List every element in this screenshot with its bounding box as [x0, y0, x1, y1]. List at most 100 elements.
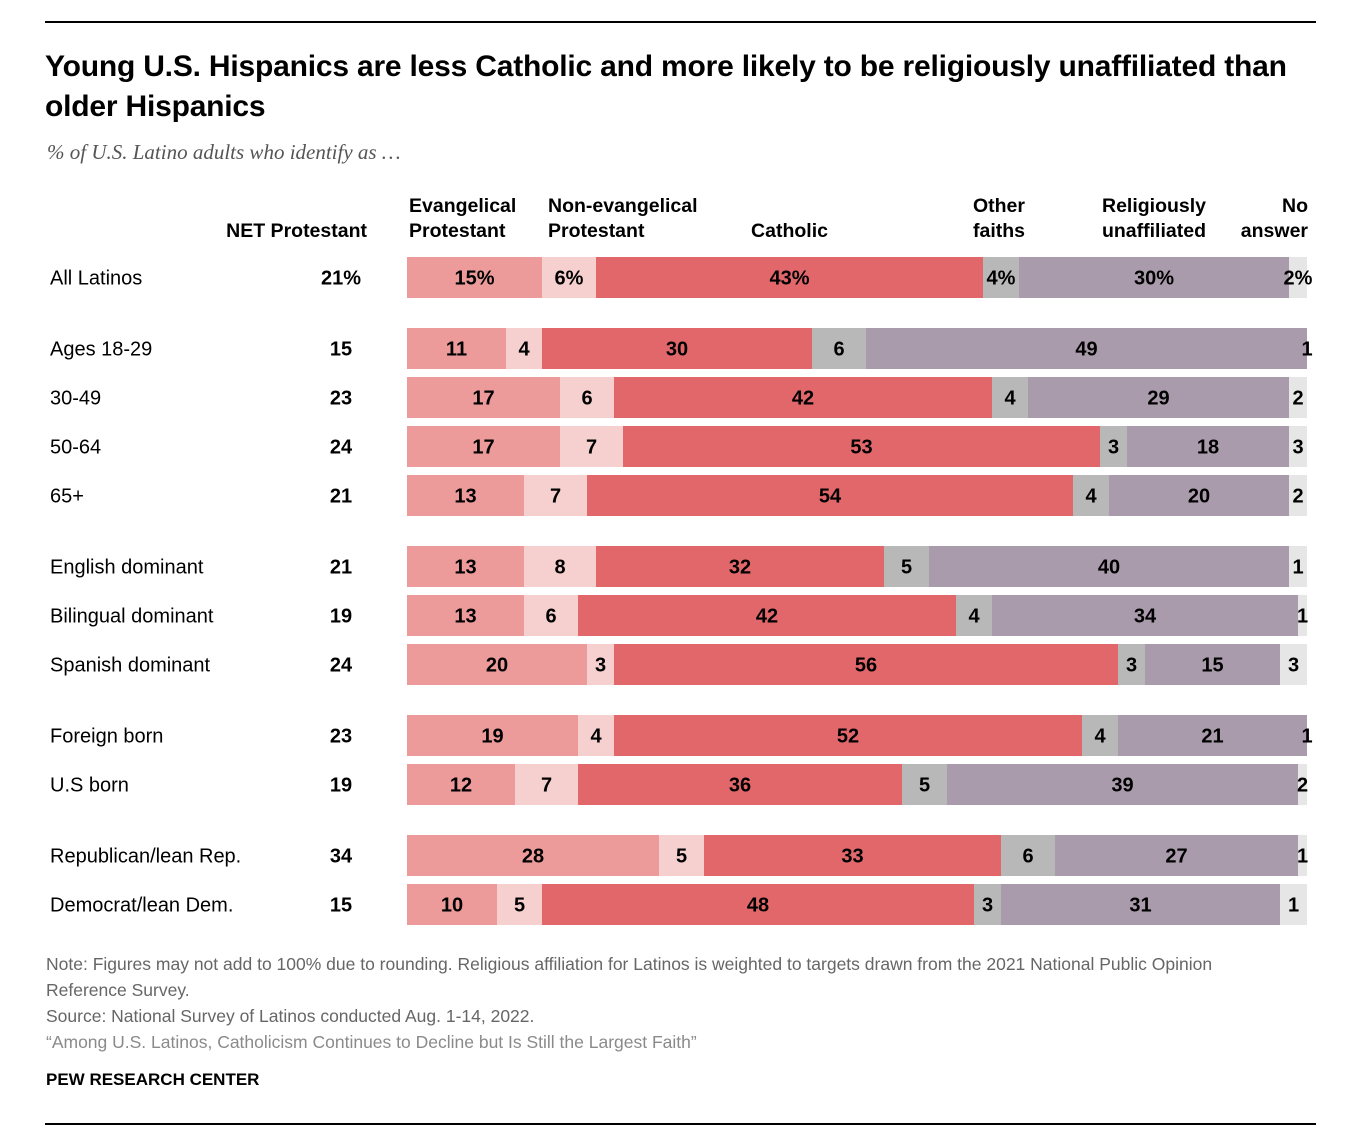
bar-segment — [1001, 884, 1280, 925]
bar-segment — [1298, 595, 1307, 636]
legend-label-other-faiths: faiths — [973, 220, 1025, 242]
brand-logo-text: PEW RESEARCH CENTER — [46, 1070, 260, 1089]
report-title: “Among U.S. Latinos, Catholicism Continu… — [46, 1032, 697, 1052]
legend-label-no-answer: No — [1282, 195, 1308, 217]
data-label: 2 — [1292, 486, 1303, 508]
bar-segment — [992, 377, 1028, 418]
bar-segment — [1298, 835, 1307, 876]
data-label: 15% — [454, 268, 494, 290]
data-label: 43% — [769, 268, 809, 290]
bar-segment — [659, 835, 704, 876]
bar-segment — [407, 475, 524, 516]
data-label: 1 — [1301, 339, 1312, 361]
bar-segment — [1100, 426, 1127, 467]
bar-segment — [407, 257, 542, 298]
data-label: 6% — [555, 268, 584, 290]
data-label: 1 — [1301, 726, 1312, 748]
data-label: 17 — [472, 437, 494, 459]
data-label: 34 — [1134, 606, 1157, 628]
category-label: 30-49 — [50, 388, 101, 410]
bar-segment — [1289, 426, 1307, 467]
bar-segment — [614, 715, 1082, 756]
bar-segment — [704, 835, 1001, 876]
data-label: 32 — [729, 557, 751, 579]
bar-segment — [1289, 475, 1307, 516]
data-label: 8 — [554, 557, 565, 579]
data-label: 20 — [486, 655, 508, 677]
data-label: 1 — [1297, 606, 1308, 628]
legend-label-non-evangelical-protestant: Non-evangelical — [548, 195, 698, 217]
data-label: 6 — [1022, 846, 1033, 868]
category-label: U.S born — [50, 775, 129, 797]
bar-segment — [614, 377, 992, 418]
data-label: 5 — [514, 895, 525, 917]
data-label: 5 — [919, 775, 930, 797]
bar-segment — [884, 546, 929, 587]
data-label: 12 — [450, 775, 472, 797]
bar-segment — [956, 595, 992, 636]
bar-segment — [542, 884, 974, 925]
bar-segment — [929, 546, 1289, 587]
bar-segment — [578, 595, 956, 636]
net-protestant-value: 21% — [321, 268, 361, 290]
chart-subtitle: % of U.S. Latino adults who identify as … — [47, 140, 401, 164]
category-label: Foreign born — [50, 726, 163, 748]
data-label: 4% — [987, 268, 1016, 290]
data-label: 3 — [595, 655, 606, 677]
bar-segment — [992, 595, 1298, 636]
bar-segment — [1280, 884, 1307, 925]
bar-segment — [578, 715, 614, 756]
category-label: Republican/lean Rep. — [50, 846, 241, 868]
bar-segment — [542, 257, 596, 298]
category-label: Spanish dominant — [50, 655, 211, 677]
data-label: 11 — [446, 339, 467, 361]
bar-segment — [1109, 475, 1289, 516]
category-label: 65+ — [50, 486, 84, 508]
net-protestant-value: 34 — [330, 846, 353, 868]
data-label: 30 — [666, 339, 688, 361]
bar-segment — [1145, 644, 1280, 685]
bar-segment — [1082, 715, 1118, 756]
net-protestant-value: 24 — [330, 655, 353, 677]
data-label: 40 — [1098, 557, 1120, 579]
bottom-rule — [45, 1123, 1316, 1125]
bar-segment — [902, 764, 947, 805]
data-label: 2 — [1297, 775, 1308, 797]
net-protestant-value: 19 — [330, 775, 352, 797]
bar-segment — [623, 426, 1100, 467]
category-label: Ages 18-29 — [50, 339, 152, 361]
bar-segment — [1298, 764, 1307, 805]
bar-segment — [407, 546, 524, 587]
data-label: 54 — [819, 486, 842, 508]
chart-title: Young U.S. Hispanics are less Catholic a… — [45, 50, 1287, 123]
legend-label-evangelical-protestant: Protestant — [409, 220, 506, 242]
bar-segment — [596, 257, 983, 298]
data-label: 27 — [1165, 846, 1187, 868]
legend-label-other-faiths: Other — [973, 195, 1025, 217]
bar-segment — [407, 764, 515, 805]
bar-segment — [407, 884, 497, 925]
data-label: 7 — [550, 486, 561, 508]
net-protestant-header: NET Protestant — [226, 220, 367, 242]
net-protestant-value: 15 — [330, 339, 352, 361]
data-label: 18 — [1197, 437, 1219, 459]
bar-segment — [1289, 257, 1307, 298]
bar-segment — [947, 764, 1298, 805]
data-label: 7 — [586, 437, 597, 459]
net-protestant-value: 23 — [330, 388, 352, 410]
legend-label-no-answer: answer — [1241, 220, 1309, 242]
chart-note: Note: Figures may not add to 100% due to… — [46, 954, 1213, 1000]
legend-label-catholic: Catholic — [751, 220, 828, 242]
bar-segment — [542, 328, 812, 369]
data-label: 42 — [792, 388, 814, 410]
bar-segment — [407, 715, 578, 756]
top-rule — [45, 21, 1316, 23]
data-label: 4 — [1094, 726, 1106, 748]
data-label: 1 — [1288, 895, 1299, 917]
bar-segment — [578, 764, 902, 805]
category-label: Bilingual dominant — [50, 606, 214, 628]
stacked-bar-chart: NET Protestant Evangelical Protestant Non-e… — [50, 195, 1313, 925]
bar-segment — [1118, 715, 1307, 756]
chart-source: Source: National Survey of Latinos condu… — [46, 1006, 535, 1026]
bar-segment — [407, 835, 659, 876]
